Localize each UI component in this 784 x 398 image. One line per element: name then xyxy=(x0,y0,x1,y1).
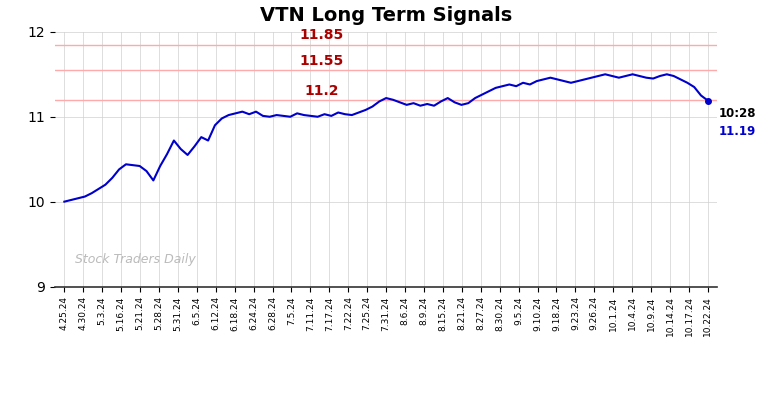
Text: 11.2: 11.2 xyxy=(304,84,339,98)
Text: 11.55: 11.55 xyxy=(299,54,344,68)
Text: 10:28: 10:28 xyxy=(719,107,757,120)
Title: VTN Long Term Signals: VTN Long Term Signals xyxy=(260,6,512,25)
Text: Stock Traders Daily: Stock Traders Daily xyxy=(74,253,195,266)
Text: 11.85: 11.85 xyxy=(299,28,344,43)
Text: 11.19: 11.19 xyxy=(719,125,756,138)
